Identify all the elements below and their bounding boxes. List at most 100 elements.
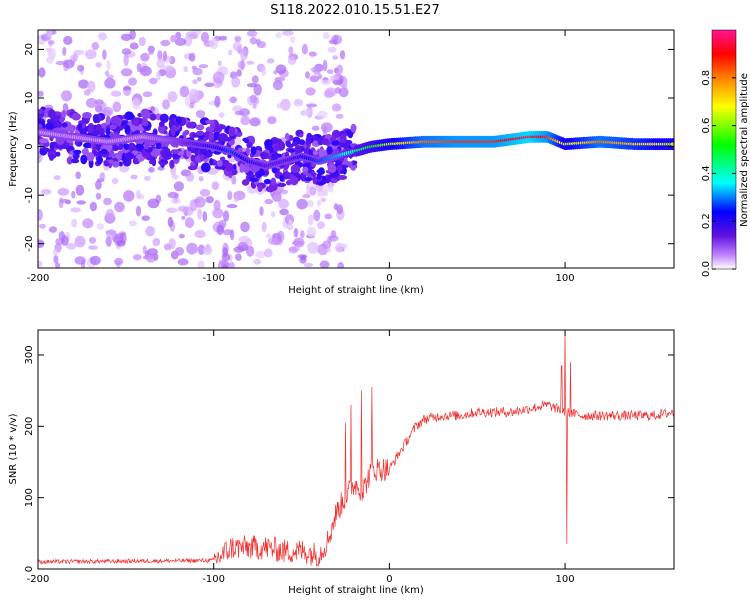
spectrogram-cell <box>192 67 203 76</box>
x-tick-label: 100 <box>556 574 575 585</box>
spectrogram-cell <box>200 147 208 156</box>
spectrogram-cell <box>247 30 258 37</box>
spectrogram-cell <box>82 112 92 119</box>
spectrogram-cell <box>288 219 293 230</box>
spectrogram-cell <box>279 208 289 216</box>
spectrogram-cell <box>59 198 70 204</box>
spectrogram-cell <box>168 238 176 250</box>
spectrogram-cell <box>95 61 102 68</box>
spectrogram-cell <box>147 45 155 53</box>
spectrogram-cell <box>305 136 311 146</box>
x-tick-label: -100 <box>202 574 225 585</box>
spectrogram-cell <box>322 32 330 40</box>
spectrogram-cell <box>146 253 156 263</box>
spectrogram-cell <box>325 179 330 184</box>
spectrogram-cell <box>205 119 216 125</box>
spectrogram-cell <box>150 148 160 157</box>
spectrogram-cell <box>87 80 96 93</box>
spectrogram-cell <box>339 133 347 144</box>
y-tick-label: -10 <box>24 187 35 203</box>
spectrogram-cell <box>299 230 305 239</box>
spectrogram-cell <box>112 101 122 113</box>
spectrogram-cell <box>302 194 311 199</box>
spectrogram-cell <box>124 124 131 135</box>
spectrogram-cell <box>153 253 159 261</box>
spectrogram-cell <box>184 217 195 229</box>
spectrogram-cell <box>331 140 340 146</box>
spectrogram-cell <box>324 87 337 97</box>
spectrogram-cell <box>167 216 174 228</box>
spectrogram-cell <box>89 201 97 212</box>
spectrogram-cell <box>200 162 211 173</box>
spectrogram-cell <box>234 35 242 43</box>
spectrogram-cell <box>190 148 198 154</box>
spectrogram-cell <box>261 66 267 77</box>
spectrogram-cell <box>264 248 273 258</box>
spectrogram-cell <box>62 46 67 56</box>
spectrogram-cell <box>253 258 261 265</box>
spectrogram-cell <box>331 103 342 112</box>
spectrogram-cell <box>141 120 149 127</box>
snr-ylabel: SNR (10 * v/v) <box>8 413 19 484</box>
spectrogram-cell <box>212 71 225 84</box>
spectrogram-xlabel: Height of straight line (km) <box>288 285 424 296</box>
spectrogram-cell <box>179 85 190 98</box>
snr-frame <box>37 329 675 570</box>
spectrogram-cell <box>319 260 330 268</box>
spectrogram-cell <box>300 146 305 152</box>
spectrogram-cell <box>88 245 98 250</box>
spectrogram-cell <box>225 162 234 172</box>
spectrogram-cell <box>313 135 318 141</box>
spectrogram-cell <box>306 185 311 197</box>
spectrogram-cell <box>337 175 348 180</box>
spectrogram-cell <box>232 41 242 52</box>
chart-title: S118.2022.010.15.51.E27 <box>270 3 439 18</box>
spectrogram-cell <box>117 125 124 131</box>
colorbar-tick-label: 0.0 <box>701 261 712 277</box>
spectrogram-cell <box>240 115 251 126</box>
spectrogram-cell <box>239 48 249 61</box>
spectrogram-cell <box>338 87 349 98</box>
spectrogram-cell <box>159 161 167 166</box>
spectrogram-cell <box>120 68 133 77</box>
spectrogram-cell <box>96 155 103 165</box>
spectrogram-cell <box>105 229 117 239</box>
spectrogram-cell <box>132 157 139 165</box>
spectrogram-cell <box>80 154 88 165</box>
spectrogram-cell <box>271 191 282 202</box>
spectrogram-cell <box>301 43 308 55</box>
y-tick-label: 20 <box>24 43 35 56</box>
spectrogram-cell <box>307 241 319 254</box>
spectrogram-cell <box>307 167 313 174</box>
spectrogram-cell <box>104 77 116 89</box>
colorbar-tick-label: 0.4 <box>701 165 712 181</box>
spectrogram-cell <box>171 174 179 180</box>
spectrogram-cells <box>38 30 674 268</box>
snr-series-line <box>38 330 674 568</box>
spectrogram-cell <box>206 126 215 132</box>
spectrogram-cell <box>330 230 337 239</box>
spectrogram-cell <box>86 152 95 162</box>
spectrogram-cell <box>336 64 344 75</box>
x-tick-label: -100 <box>202 273 225 284</box>
spectrogram-cell <box>186 121 196 129</box>
spectrogram-cell <box>350 123 357 133</box>
spectrogram-cell <box>162 99 170 110</box>
spectrogram-cell <box>114 201 125 213</box>
spectrogram-cell <box>91 130 101 136</box>
spectrogram-cell <box>239 163 245 174</box>
spectrogram-cell <box>96 223 105 230</box>
spectrogram-cell <box>71 190 76 199</box>
colorbar-ticks: 0.0 0.2 0.4 0.6 0.8 <box>701 70 736 277</box>
spectrogram-cell <box>38 90 44 97</box>
spectrogram-cell <box>197 77 202 82</box>
spectrogram-cell <box>279 174 285 182</box>
spectrogram-cell <box>326 69 334 75</box>
spectrogram-cell <box>55 151 61 157</box>
x-tick-label: -200 <box>27 273 50 284</box>
spectrogram-cell <box>257 184 263 192</box>
spectrogram-cell <box>313 209 321 222</box>
spectrogram-cell <box>236 132 243 137</box>
spectrogram-cell <box>104 70 110 76</box>
